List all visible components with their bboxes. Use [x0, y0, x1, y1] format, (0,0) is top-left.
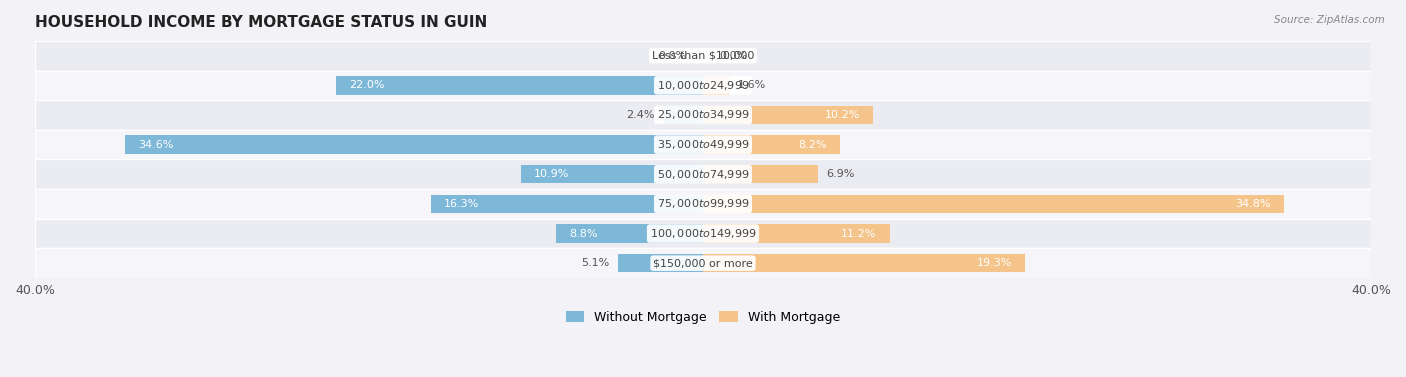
Bar: [703, 135, 839, 154]
Text: $10,000 to $24,999: $10,000 to $24,999: [657, 79, 749, 92]
Bar: [35, 70, 1371, 100]
Text: HOUSEHOLD INCOME BY MORTGAGE STATUS IN GUIN: HOUSEHOLD INCOME BY MORTGAGE STATUS IN G…: [35, 15, 488, 30]
Text: 19.3%: 19.3%: [977, 258, 1012, 268]
Text: 10.2%: 10.2%: [825, 110, 860, 120]
Text: 1.6%: 1.6%: [738, 80, 766, 90]
Bar: [662, 106, 703, 124]
Text: 0.0%: 0.0%: [658, 51, 686, 61]
Bar: [703, 165, 818, 184]
Bar: [522, 165, 703, 184]
Bar: [703, 224, 890, 243]
Bar: [617, 254, 703, 272]
Text: $25,000 to $34,999: $25,000 to $34,999: [657, 109, 749, 121]
Text: $50,000 to $74,999: $50,000 to $74,999: [657, 168, 749, 181]
Bar: [555, 224, 703, 243]
Text: 22.0%: 22.0%: [349, 80, 384, 90]
Text: 16.3%: 16.3%: [444, 199, 479, 209]
Bar: [35, 189, 1371, 219]
Bar: [125, 135, 703, 154]
Text: Source: ZipAtlas.com: Source: ZipAtlas.com: [1274, 15, 1385, 25]
Bar: [35, 41, 1371, 70]
Text: 11.2%: 11.2%: [841, 228, 877, 239]
Bar: [35, 219, 1371, 248]
Text: $75,000 to $99,999: $75,000 to $99,999: [657, 198, 749, 210]
Bar: [703, 254, 1025, 272]
Text: $35,000 to $49,999: $35,000 to $49,999: [657, 138, 749, 151]
Bar: [703, 195, 1284, 213]
Text: 0.0%: 0.0%: [720, 51, 748, 61]
Text: 8.8%: 8.8%: [569, 228, 598, 239]
Text: $150,000 or more: $150,000 or more: [654, 258, 752, 268]
Text: 34.6%: 34.6%: [138, 139, 174, 150]
Bar: [35, 248, 1371, 278]
Text: Less than $10,000: Less than $10,000: [652, 51, 754, 61]
Legend: Without Mortgage, With Mortgage: Without Mortgage, With Mortgage: [565, 311, 841, 324]
Bar: [35, 159, 1371, 189]
Bar: [703, 76, 730, 95]
Text: 2.4%: 2.4%: [626, 110, 655, 120]
Bar: [35, 130, 1371, 159]
Bar: [430, 195, 703, 213]
Text: 6.9%: 6.9%: [827, 169, 855, 179]
Text: 8.2%: 8.2%: [799, 139, 827, 150]
Text: 34.8%: 34.8%: [1236, 199, 1271, 209]
Text: 5.1%: 5.1%: [581, 258, 609, 268]
Text: $100,000 to $149,999: $100,000 to $149,999: [650, 227, 756, 240]
Bar: [35, 100, 1371, 130]
Text: 10.9%: 10.9%: [534, 169, 569, 179]
Bar: [336, 76, 703, 95]
Bar: [703, 106, 873, 124]
